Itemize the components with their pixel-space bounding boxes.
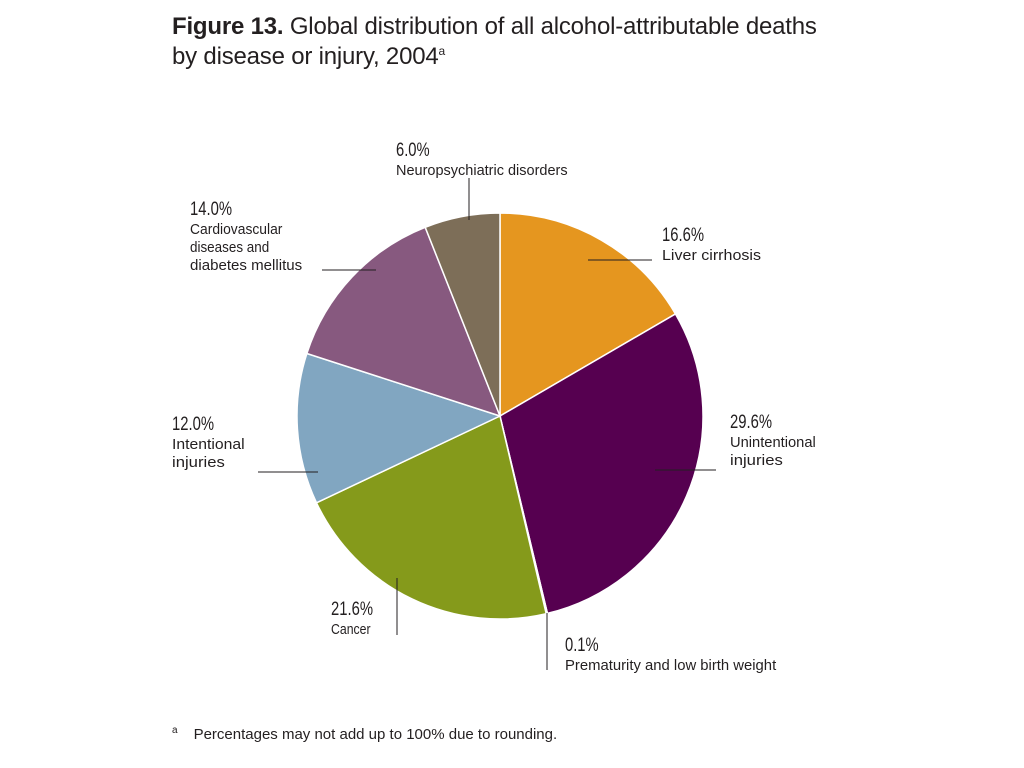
title-line-2: by disease or injury, 2004 xyxy=(172,43,439,70)
pie-slice-liver-cirrhosis xyxy=(499,212,677,418)
slice-value-unintentional-injuries: 29.6% xyxy=(730,412,772,433)
slice-label-neuropsychiatric-disorders-line-1: Neuropsychiatric disorders xyxy=(396,162,568,179)
footnote: a Percentages may not add up to 100% due … xyxy=(172,721,872,745)
footnote-marker: a xyxy=(172,725,178,736)
slice-value-intentional-injuries: 12.0% xyxy=(172,414,214,435)
slice-label-cardiovascular-diseases-and-diabetes-mellitus-line-3: diabetes mellitus xyxy=(190,257,302,274)
pie-slice-neuropsychiatric-disorders xyxy=(424,212,501,417)
slice-label-cardiovascular-diseases-and-diabetes-mellitus-line-2: diseases and xyxy=(190,239,269,256)
slice-label-unintentional-injuries-line-1: Unintentional xyxy=(730,434,816,451)
pie-slice-unintentional-injuries xyxy=(499,312,704,615)
slice-label-cancer-line-1: Cancer xyxy=(331,621,371,638)
slice-labels: 16.6%Liver cirrhosis29.6%Unintentionalin… xyxy=(172,140,816,674)
slice-label-intentional-injuries-line-1: Intentional xyxy=(172,436,245,453)
pie-slice-cardiovascular-diseases-and-diabetes-mellitus xyxy=(305,226,502,418)
slice-value-prematurity-and-low-birth-weight: 0.1% xyxy=(565,635,599,656)
slice-value-neuropsychiatric-disorders: 6.0% xyxy=(396,140,430,161)
footnote-text: Percentages may not add up to 100% due t… xyxy=(193,726,558,743)
pie-slice-intentional-injuries xyxy=(296,352,503,504)
title-superscript: a xyxy=(438,44,446,58)
leader-lines xyxy=(258,178,716,670)
pie-slice-cancer xyxy=(315,414,548,620)
slice-value-cardiovascular-diseases-and-diabetes-mellitus: 14.0% xyxy=(190,199,232,220)
figure-label: Figure 13. xyxy=(172,13,284,40)
chart-title: Figure 13. Global distribution of all al… xyxy=(172,12,932,72)
slice-value-liver-cirrhosis: 16.6% xyxy=(662,225,704,246)
slice-label-cardiovascular-diseases-and-diabetes-mellitus-line-1: Cardiovascular xyxy=(190,221,282,238)
slice-label-liver-cirrhosis-line-1: Liver cirrhosis xyxy=(662,247,761,264)
slice-label-intentional-injuries-line-2: injuries xyxy=(172,454,225,471)
pie-slices xyxy=(296,212,704,620)
slice-label-unintentional-injuries-line-2: injuries xyxy=(730,452,783,469)
slice-value-cancer: 21.6% xyxy=(331,599,373,620)
slice-label-prematurity-and-low-birth-weight-line-1: Prematurity and low birth weight xyxy=(565,657,777,674)
title-line-1: Global distribution of all alcohol-attri… xyxy=(283,13,817,40)
